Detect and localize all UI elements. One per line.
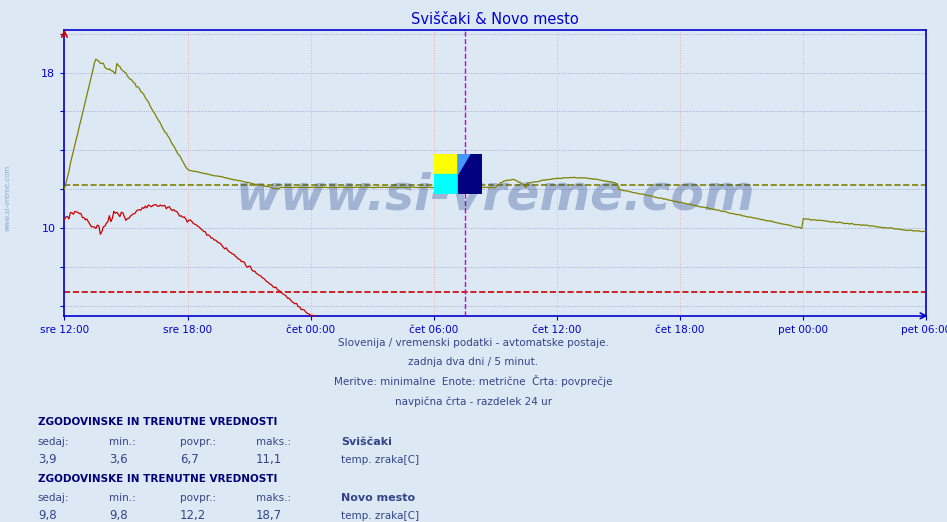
Text: temp. zraka[C]: temp. zraka[C] <box>341 455 419 465</box>
Text: Slovenija / vremenski podatki - avtomatske postaje.: Slovenija / vremenski podatki - avtomats… <box>338 338 609 348</box>
Text: maks.:: maks.: <box>256 437 291 447</box>
Text: sedaj:: sedaj: <box>38 493 69 503</box>
Text: ZGODOVINSKE IN TRENUTNE VREDNOSTI: ZGODOVINSKE IN TRENUTNE VREDNOSTI <box>38 418 277 428</box>
Text: sedaj:: sedaj: <box>38 437 69 447</box>
Text: www.si-vreme.com: www.si-vreme.com <box>5 165 10 231</box>
Text: maks.:: maks.: <box>256 493 291 503</box>
Text: 18,7: 18,7 <box>256 509 282 522</box>
Text: temp. zraka[C]: temp. zraka[C] <box>341 511 419 521</box>
Text: min.:: min.: <box>109 437 135 447</box>
Title: Sviščaki & Novo mesto: Sviščaki & Novo mesto <box>411 12 580 27</box>
Text: navpična črta - razdelek 24 ur: navpična črta - razdelek 24 ur <box>395 397 552 407</box>
Text: 9,8: 9,8 <box>109 509 128 522</box>
Text: 3,6: 3,6 <box>109 453 128 466</box>
Text: 3,9: 3,9 <box>38 453 57 466</box>
Text: Sviščaki: Sviščaki <box>341 437 392 447</box>
Text: www.si-vreme.com: www.si-vreme.com <box>236 172 755 220</box>
Text: 6,7: 6,7 <box>180 453 199 466</box>
Text: povpr.:: povpr.: <box>180 437 216 447</box>
Text: ZGODOVINSKE IN TRENUTNE VREDNOSTI: ZGODOVINSKE IN TRENUTNE VREDNOSTI <box>38 474 277 484</box>
Text: 12,2: 12,2 <box>180 509 206 522</box>
Text: Meritve: minimalne  Enote: metrične  Črta: povprečje: Meritve: minimalne Enote: metrične Črta:… <box>334 375 613 387</box>
Text: zadnja dva dni / 5 minut.: zadnja dva dni / 5 minut. <box>408 358 539 367</box>
Text: 11,1: 11,1 <box>256 453 282 466</box>
Text: Novo mesto: Novo mesto <box>341 493 415 503</box>
Text: min.:: min.: <box>109 493 135 503</box>
Text: 9,8: 9,8 <box>38 509 57 522</box>
Text: povpr.:: povpr.: <box>180 493 216 503</box>
